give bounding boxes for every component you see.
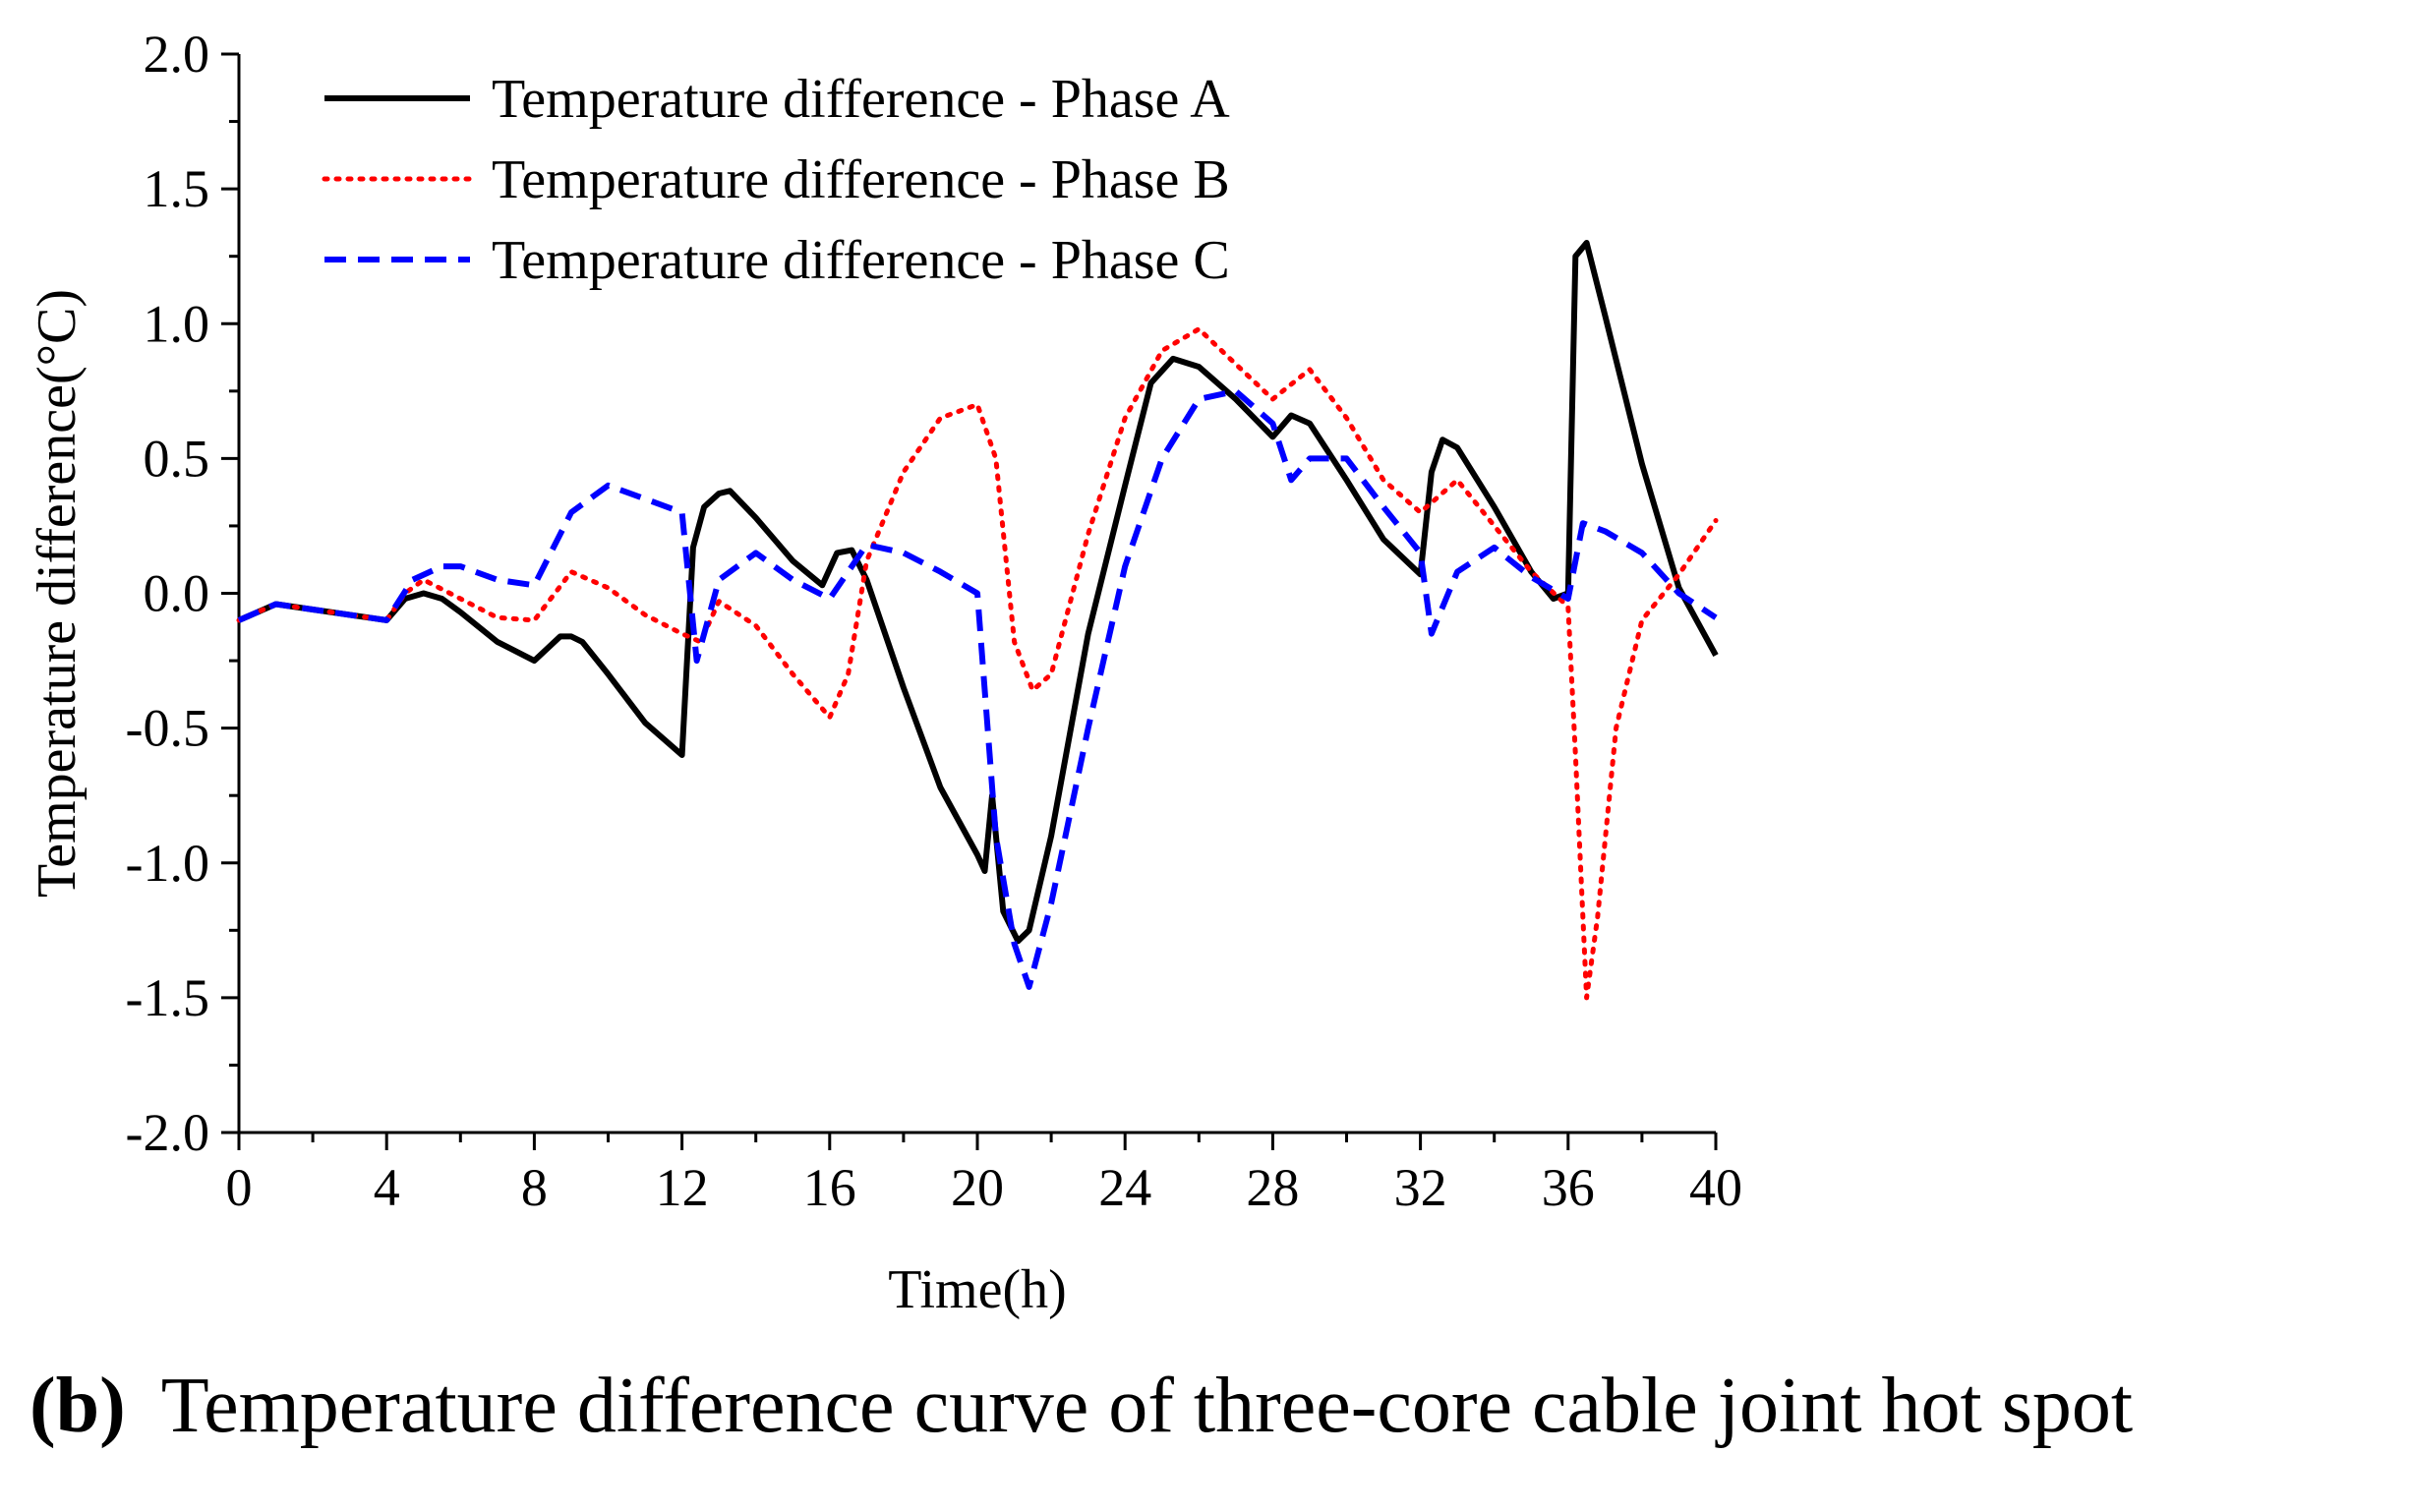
y-tick-label: -0.5 [126, 699, 209, 758]
x-tick-label: 12 [656, 1158, 709, 1217]
legend-label-phase-b: Temperature difference - Phase B [492, 149, 1230, 210]
x-tick-label: 20 [951, 1158, 1004, 1217]
y-axis-title: Temperature difference(°C) [27, 289, 88, 898]
y-tick-label: -1.0 [126, 834, 209, 893]
y-tick-label: 0.5 [144, 429, 210, 488]
y-tick-label: -1.5 [126, 968, 209, 1027]
x-tick-label: 16 [803, 1158, 856, 1217]
caption-text: Temperature difference curve of three-co… [160, 1363, 2134, 1449]
x-tick-label: 4 [374, 1158, 400, 1217]
x-tick-label: 0 [226, 1158, 253, 1217]
x-tick-label: 28 [1246, 1158, 1299, 1217]
series-layer [236, 240, 1719, 1001]
legend-label-phase-c: Temperature difference - Phase C [492, 230, 1230, 291]
caption-label: (b) [29, 1363, 126, 1449]
legend-label-phase-a: Temperature difference - Phase A [492, 69, 1230, 130]
y-tick-label: 0.0 [144, 564, 210, 623]
x-tick-label: 32 [1394, 1158, 1447, 1217]
figure-caption: (b) Temperature difference curve of three… [29, 1362, 2133, 1451]
series-line-phase-b [236, 326, 1719, 1001]
x-tick-label: 24 [1098, 1158, 1151, 1217]
x-tick-label: 36 [1542, 1158, 1595, 1217]
x-axis-title: Time(h) [888, 1259, 1067, 1320]
axes: 0 4 8 12 16 20 24 28 32 36 40 -2.0 -1.5 -1.0 -0.5 0.0 0.… [27, 25, 1742, 1320]
y-tick-label: 1.5 [144, 159, 210, 218]
x-tick-label: 40 [1689, 1158, 1742, 1217]
legend: Temperature difference - Phase A Temperat… [322, 69, 1230, 291]
y-tick-label: 2.0 [144, 25, 210, 84]
series-line-phase-c [237, 387, 1718, 990]
y-tick-label: -2.0 [126, 1103, 209, 1162]
x-tick-label: 8 [521, 1158, 548, 1217]
y-tick-label: 1.0 [144, 294, 210, 353]
series-line-phase-a [237, 240, 1719, 945]
